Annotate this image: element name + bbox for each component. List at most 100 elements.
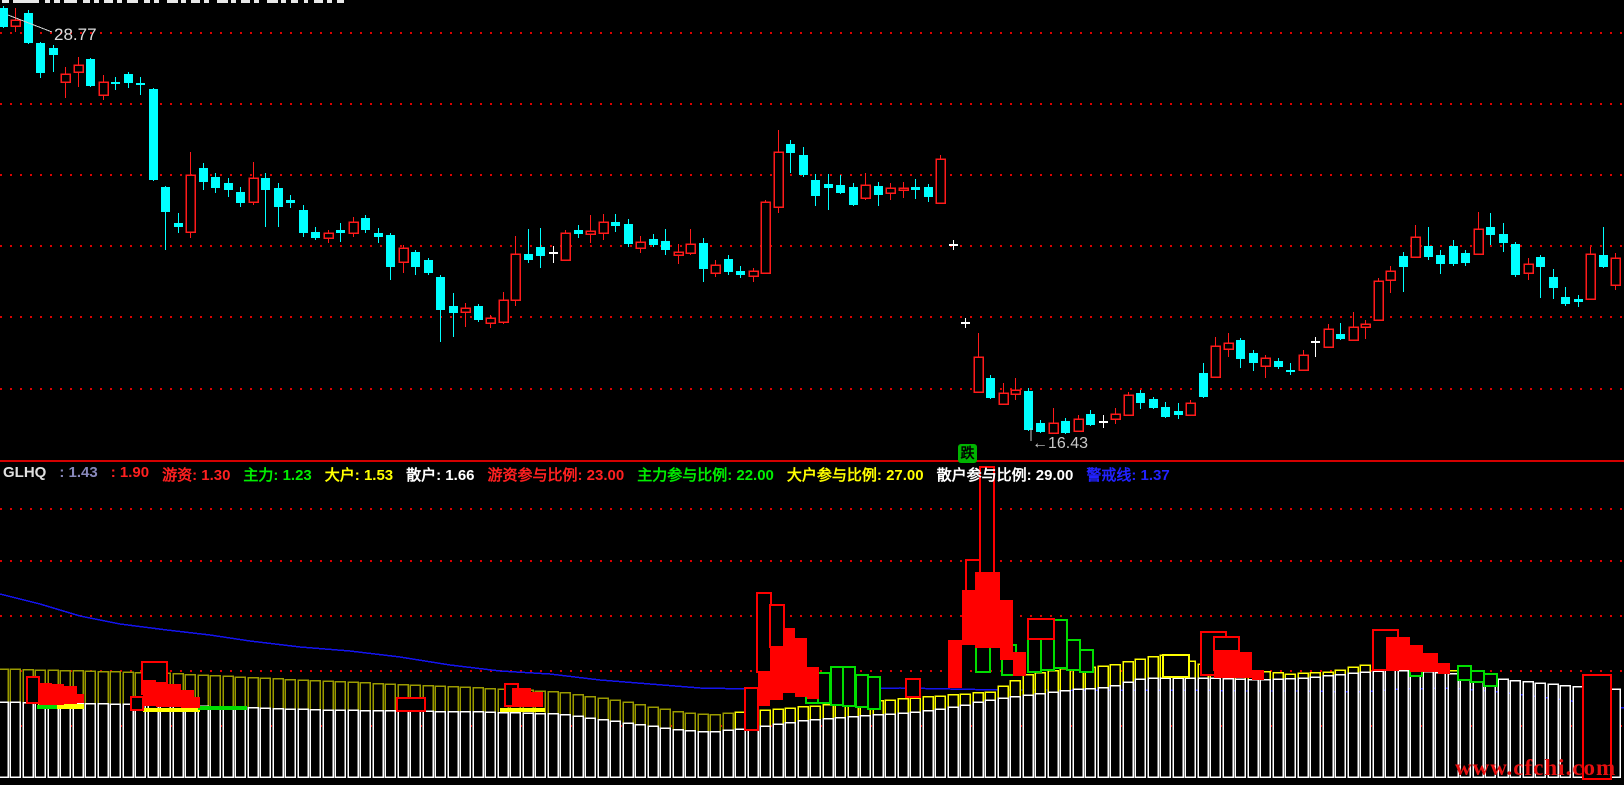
clipped-text-fragment (2, 0, 9, 3)
candle-body (36, 43, 45, 73)
candle-body (424, 260, 433, 273)
bar-white (709, 730, 721, 778)
box-red (744, 687, 759, 731)
bar-white (1547, 683, 1559, 778)
clipped-text-fragment (191, 0, 200, 3)
candle-body-down (1523, 263, 1534, 274)
candle-body (24, 13, 33, 43)
candle-body-down (1010, 389, 1021, 395)
bar-white (1534, 682, 1546, 778)
clipped-text-fragment (127, 0, 138, 3)
candle-body (824, 184, 833, 188)
candle-body-down (1048, 422, 1059, 434)
bar-white (1209, 677, 1221, 778)
candle-body (86, 59, 95, 86)
candle-body (111, 82, 120, 84)
bar-white (209, 705, 221, 778)
candle-body (924, 187, 933, 197)
candle-body-down (1610, 257, 1621, 286)
clipped-text-fragment (45, 0, 50, 3)
box-green (817, 672, 831, 704)
candle-body-down (1385, 270, 1396, 281)
candle-body (286, 200, 295, 203)
box-red (26, 676, 40, 704)
bar-white (959, 704, 971, 778)
bar-white (534, 712, 546, 778)
candle-body (136, 83, 145, 85)
bar-white (172, 704, 184, 778)
strip-yellow (143, 708, 200, 712)
bar-white (1284, 677, 1296, 778)
candle-body (261, 178, 270, 190)
bar-white (72, 702, 84, 778)
bar-white (759, 725, 771, 778)
box-green (867, 676, 881, 710)
clipped-text-fragment (327, 0, 332, 3)
candle-body (161, 187, 170, 212)
candle-body-down (998, 392, 1009, 405)
bar-white (59, 702, 71, 778)
fill-red (758, 672, 770, 706)
bar-white (397, 710, 409, 778)
bar-white (734, 728, 746, 778)
candle-body (1536, 257, 1545, 267)
candle-body (199, 168, 208, 182)
bar-white (1447, 672, 1459, 778)
bar-white (859, 714, 871, 778)
bar-white (1159, 677, 1171, 778)
bar-white (84, 702, 96, 778)
candle-body-down (973, 356, 984, 393)
bar-white (834, 716, 846, 778)
candle-body (736, 271, 745, 275)
fill-red (1239, 652, 1252, 678)
candle-body-down (898, 187, 909, 191)
bar-white (1434, 672, 1446, 778)
fill-red (807, 667, 819, 699)
bar-white (1559, 684, 1571, 778)
bar-white (272, 707, 284, 778)
candle-body (1274, 361, 1283, 367)
candle-body (799, 155, 808, 175)
clipped-text-fragment (64, 0, 77, 3)
candle-body (574, 230, 583, 234)
candle-body (1174, 411, 1183, 415)
indicator-label-bar: GLHQ: 1.43: 1.90 游资: 1.30 主力: 1.23 大户: 1.53… (3, 464, 1170, 485)
candle-body (874, 186, 883, 195)
bar-white (434, 710, 446, 778)
candle-body-down (760, 201, 771, 274)
candle-body (961, 322, 970, 324)
bar-white (247, 707, 259, 778)
bar-white (1259, 678, 1271, 778)
bar-white (509, 712, 521, 778)
candle-body (1486, 227, 1495, 235)
bar-white (359, 709, 371, 778)
fill-red (1013, 652, 1026, 676)
box-red (396, 697, 426, 712)
box-green (1483, 673, 1498, 687)
candle-body (1061, 421, 1070, 433)
candle-body (361, 218, 370, 230)
bar-white (784, 722, 796, 778)
box-yellow (1162, 654, 1190, 678)
candle-body (811, 180, 820, 196)
fill-red (77, 694, 84, 703)
candle-body (724, 259, 733, 272)
candle-body-down (60, 73, 71, 83)
bar-white (197, 705, 209, 778)
box-red (1027, 618, 1055, 640)
bar-white (897, 712, 909, 778)
strip-yellow (38, 704, 84, 709)
candle-body-down (748, 270, 759, 277)
indicator-value: 游资参与比例: 23.00 (487, 467, 625, 484)
candle-body (1424, 246, 1433, 257)
clipped-text-fragment (94, 0, 99, 3)
candle-body (236, 192, 245, 203)
candle-body-down (1110, 413, 1121, 420)
bar-white (409, 710, 421, 778)
bar-white (559, 713, 571, 778)
strip-green (198, 706, 247, 710)
fill-red (962, 590, 975, 645)
candle-body (299, 210, 308, 233)
bar-white (147, 704, 159, 778)
